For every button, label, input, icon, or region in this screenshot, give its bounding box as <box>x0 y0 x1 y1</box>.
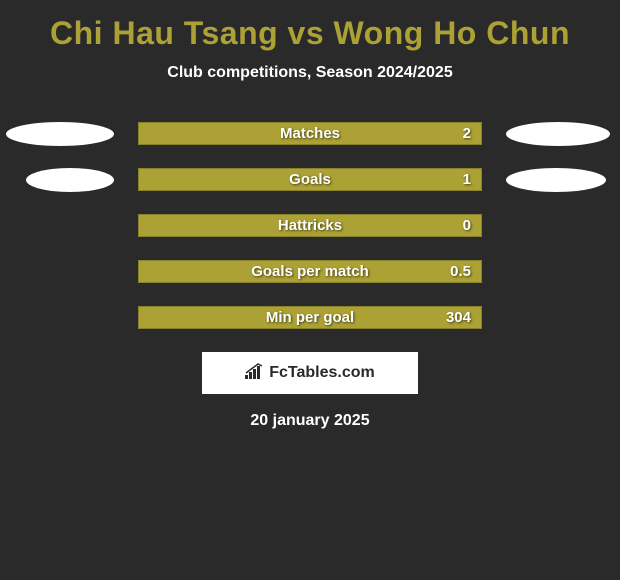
stat-value: 1 <box>463 171 471 188</box>
left-ellipse <box>6 122 114 146</box>
left-ellipse <box>26 168 114 192</box>
comparison-infographic: Chi Hau Tsang vs Wong Ho Chun Club compe… <box>0 0 620 440</box>
stat-label: Matches <box>280 125 340 142</box>
date-label: 20 january 2025 <box>0 412 620 430</box>
branding-text: FcTables.com <box>269 364 375 382</box>
stats-area: Matches 2 Goals 1 Hattricks 0 Goals per … <box>0 122 620 329</box>
stat-row-hattricks: Hattricks 0 <box>0 214 620 237</box>
stat-row-min-per-goal: Min per goal 304 <box>0 306 620 329</box>
right-ellipse <box>506 168 606 192</box>
stat-label: Min per goal <box>266 309 354 326</box>
stat-bar: Goals per match 0.5 <box>138 260 482 283</box>
stat-bar: Matches 2 <box>138 122 482 145</box>
stat-bar: Min per goal 304 <box>138 306 482 329</box>
stat-label: Goals per match <box>251 263 369 280</box>
stat-bar: Hattricks 0 <box>138 214 482 237</box>
stat-row-matches: Matches 2 <box>0 122 620 145</box>
stat-label: Hattricks <box>278 217 342 234</box>
stat-row-goals-per-match: Goals per match 0.5 <box>0 260 620 283</box>
stat-value: 0 <box>463 217 471 234</box>
stat-row-goals: Goals 1 <box>0 168 620 191</box>
right-ellipse <box>506 122 610 146</box>
chart-icon <box>245 363 265 384</box>
page-subtitle: Club competitions, Season 2024/2025 <box>0 64 620 82</box>
stat-value: 2 <box>463 125 471 142</box>
stat-value: 0.5 <box>450 263 471 280</box>
stat-label: Goals <box>289 171 331 188</box>
stat-bar: Goals 1 <box>138 168 482 191</box>
branding-badge: FcTables.com <box>202 352 418 394</box>
page-title: Chi Hau Tsang vs Wong Ho Chun <box>0 15 620 52</box>
stat-value: 304 <box>446 309 471 326</box>
